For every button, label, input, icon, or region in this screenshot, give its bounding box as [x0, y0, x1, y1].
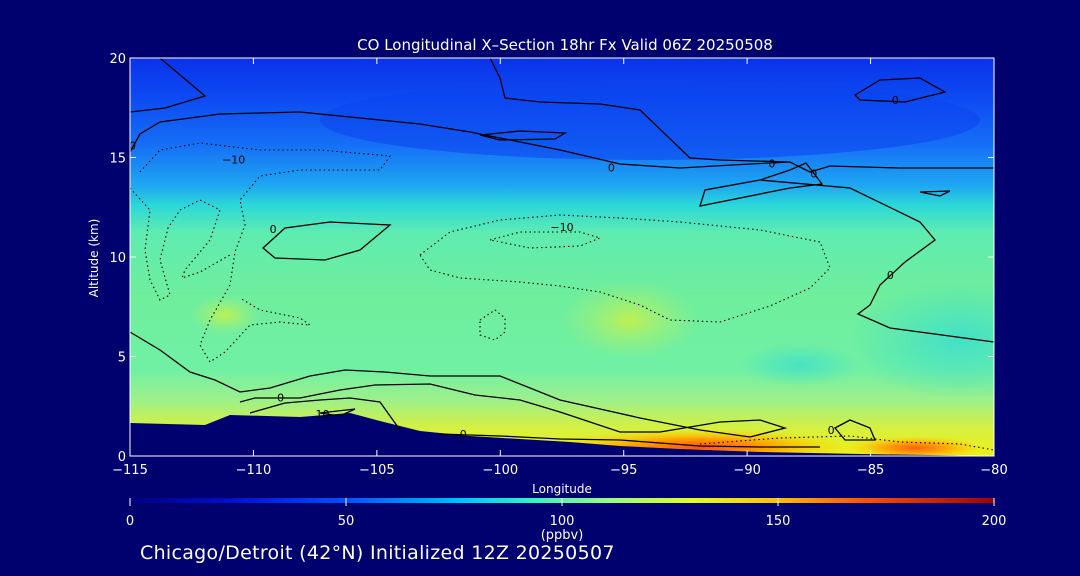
colorbar-tick-label: 0	[126, 514, 134, 529]
footer-caption: Chicago/Detroit (42°N) Initialized 12Z 2…	[140, 542, 615, 564]
x-tick-label: −105	[359, 463, 395, 478]
x-tick-label: −80	[980, 463, 1007, 478]
colorbar-tick-label: 100	[550, 514, 575, 529]
y-axis-label: Altitude (km)	[87, 219, 101, 298]
co-patch-yellow-left	[190, 295, 260, 335]
y-tick-label: 5	[118, 351, 126, 366]
contour-label: −10	[222, 153, 245, 166]
contour-label: 0	[129, 140, 136, 153]
contour-label: 0	[810, 167, 817, 180]
x-tick-label: −100	[482, 463, 518, 478]
y-tick-label: 15	[109, 152, 126, 167]
colorbar-units: (ppbv)	[541, 528, 584, 543]
co-patch-cyan-mid	[850, 280, 994, 400]
y-tick-label: 10	[109, 251, 126, 266]
colorbar-tick-label: 50	[338, 514, 355, 529]
x-axis-label: Longitude	[532, 482, 592, 496]
x-tick-label: −95	[610, 463, 637, 478]
co-patch-yellow-mid	[560, 280, 700, 360]
y-tick-label: 20	[109, 52, 126, 67]
contour-label: 0	[270, 223, 277, 236]
contour-label: 0	[608, 161, 615, 174]
co-hotspot-right	[845, 436, 985, 456]
contour-label: −10	[550, 221, 573, 234]
contour-label: 0	[460, 428, 467, 441]
contour-label: 0	[892, 94, 899, 107]
y-tick-label: 0	[118, 450, 126, 465]
contours-dashed	[130, 142, 994, 451]
colorbar-tick-label: 150	[766, 514, 791, 529]
contour-label: 0	[768, 157, 775, 170]
contour-label: 0	[887, 269, 894, 282]
x-tick-label: −85	[857, 463, 884, 478]
colorbar-tick-label: 200	[982, 514, 1007, 529]
contour-label: 10	[316, 408, 330, 421]
contour-label: 0	[277, 391, 284, 404]
co-patch-cyan-right	[740, 343, 860, 387]
x-tick-label: −115	[112, 463, 148, 478]
x-tick-label: −90	[733, 463, 760, 478]
terrain	[130, 413, 994, 456]
plot-area: 0 −10 0 −10 0 0 0 0 0 0 10 0 0	[129, 58, 994, 456]
x-tick-label: −110	[236, 463, 272, 478]
contour-label: 0	[828, 424, 835, 437]
chart-title: CO Longitudinal X–Section 18hr Fx Valid …	[357, 36, 773, 54]
contours-solid	[130, 58, 994, 448]
